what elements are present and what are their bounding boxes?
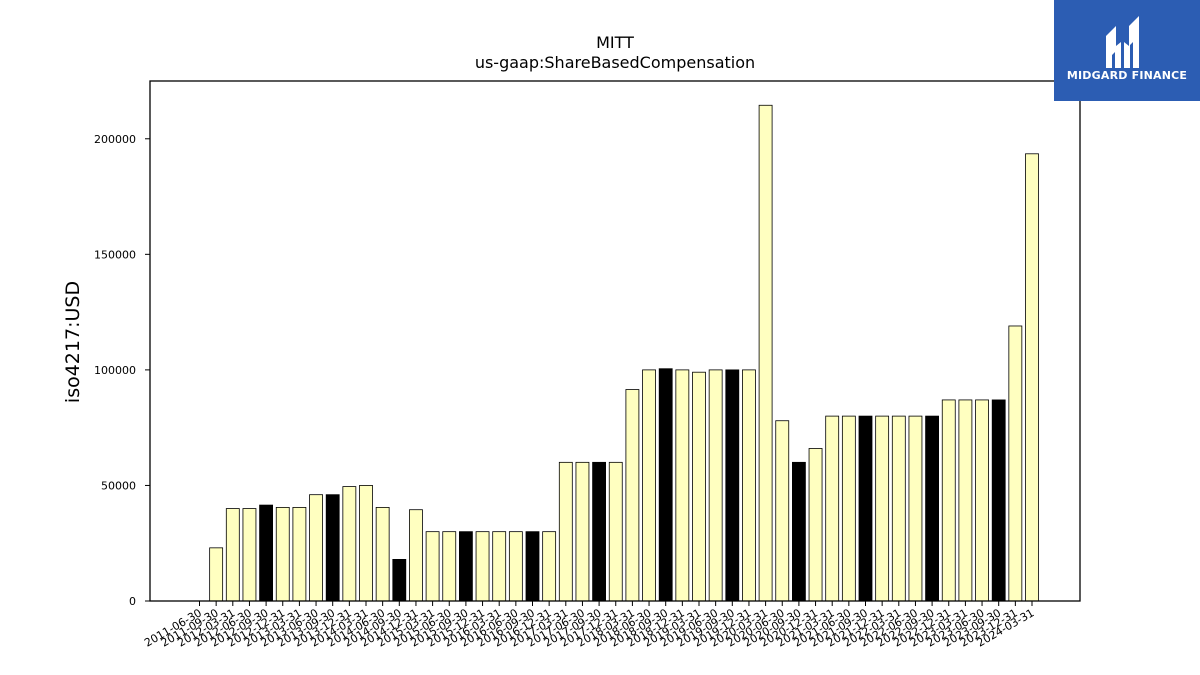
bar-2016-03-31	[492, 531, 507, 602]
bar-2016-06-30	[508, 531, 523, 602]
bar-2021-03-31	[825, 415, 840, 602]
y-tick-label: 50000	[101, 479, 136, 492]
bar-2017-06-30	[575, 461, 590, 602]
bar-2015-06-30	[442, 531, 457, 602]
bar-2023-09-30	[991, 399, 1006, 602]
bar-2017-09-30	[592, 461, 606, 602]
bar-2015-03-31	[425, 531, 440, 602]
bar-2022-12-31	[941, 399, 956, 602]
bar-2015-09-30	[458, 531, 473, 602]
chart-title: MITT	[596, 33, 634, 52]
bar-2011-09-30	[209, 547, 224, 602]
y-tick-label: 100000	[94, 364, 136, 377]
bar-2016-12-31	[542, 531, 557, 602]
bar-2018-12-31	[675, 369, 690, 602]
bar-2018-09-30	[658, 368, 673, 602]
bar-2022-03-31	[891, 415, 906, 602]
bar-2023-03-31	[958, 399, 973, 602]
bar-2019-12-31	[742, 369, 756, 602]
bar-2024-03-31	[1025, 153, 1039, 602]
bar-2014-12-31	[409, 509, 423, 602]
bar-2017-03-31	[558, 461, 573, 602]
bar-2014-03-31	[359, 485, 373, 602]
bar-2019-06-30	[708, 369, 723, 602]
bar-2023-12-31	[1008, 325, 1023, 602]
y-tick-label: 150000	[94, 248, 136, 261]
bar-2022-06-30	[908, 415, 923, 602]
midgard-logo-icon	[1106, 16, 1139, 68]
bar-2012-03-31	[225, 508, 240, 602]
bar-2020-12-31	[808, 448, 823, 602]
y-axis-ticks: 0 50000 100000 150000 200000	[94, 133, 150, 608]
bar-2021-09-30	[858, 415, 873, 602]
y-tick-label: 200000	[94, 133, 136, 146]
logo-text: MIDGARD FINANCE	[1066, 69, 1188, 82]
bar-2020-03-31	[758, 104, 773, 602]
bar-2013-06-30	[309, 494, 323, 602]
bar-2023-06-30	[975, 399, 989, 602]
bar-2016-09-30	[525, 531, 540, 602]
bar-2015-12-31	[475, 531, 490, 602]
bar-2014-06-30	[375, 506, 390, 602]
bar-2013-12-31	[342, 486, 357, 602]
bar-2013-03-31	[292, 506, 307, 602]
x-axis-ticks: 2011-06-302011-09-302012-03-312012-06-30…	[142, 601, 1037, 650]
bar-2021-12-31	[875, 415, 890, 602]
bar-2012-12-31	[275, 506, 290, 602]
y-tick-label: 0	[129, 595, 136, 608]
plot-frame	[149, 80, 1081, 602]
bar-2020-09-30	[792, 461, 806, 602]
bar-2013-09-30	[325, 494, 340, 602]
bar-2019-03-31	[692, 371, 706, 602]
bar-2019-09-30	[725, 369, 740, 602]
chart-subtitle: us-gaap:ShareBasedCompensation	[475, 53, 755, 72]
bar-2020-06-30	[775, 420, 790, 602]
company-logo: MIDGARD FINANCE	[1054, 0, 1200, 101]
bar-2021-06-30	[841, 415, 856, 602]
bars-group	[209, 104, 1039, 602]
bar-2018-06-30	[642, 369, 656, 602]
bar-2017-12-31	[608, 461, 623, 602]
y-axis-label: iso4217:USD	[62, 281, 84, 403]
bar-2022-09-30	[925, 415, 939, 602]
bar-2012-09-30	[259, 504, 274, 602]
bar-2018-03-31	[625, 389, 640, 602]
bar-2012-06-30	[242, 508, 257, 602]
bar-2014-09-30	[392, 559, 407, 602]
